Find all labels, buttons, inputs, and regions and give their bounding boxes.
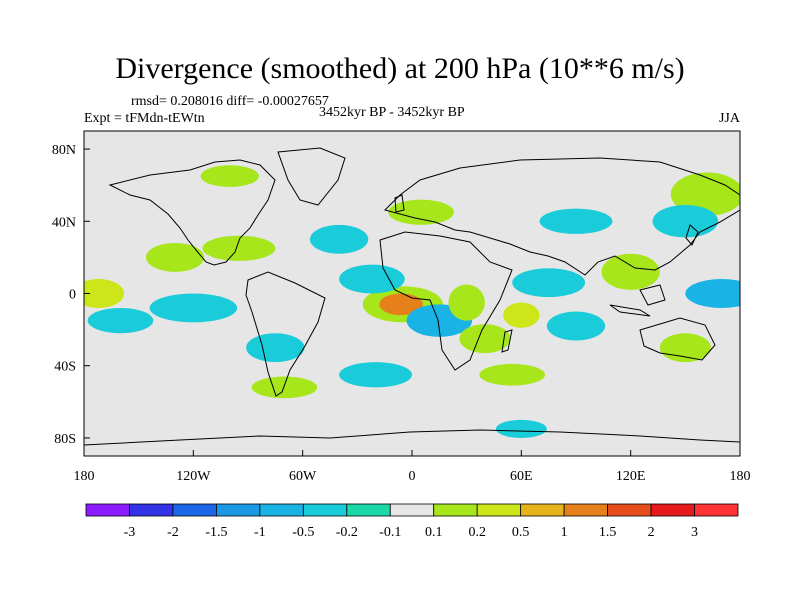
lat-label: 80S [54,432,76,447]
colorbar-swatch [433,503,478,517]
colorbar-label: -1 [254,525,266,540]
lon-label: 60E [510,469,533,484]
colorbar-label: 0.2 [468,525,486,540]
field-blob-7 [512,268,586,298]
colorbar-swatch [85,503,130,517]
field-blob-20 [251,376,318,399]
field-blob-1 [379,293,423,316]
colorbar-label: -1.5 [205,525,227,540]
field-blob-23 [388,199,454,225]
colorbar-swatch [563,503,609,517]
colorbar-label: 1 [561,525,568,540]
field-blob-16 [149,293,238,323]
coastlines [84,147,740,446]
lat-label: 0 [69,288,76,303]
experiment-label: Expt = tFMdn-tEWtn [84,111,205,126]
colorbar-swatch [520,503,565,517]
field-blob-21 [339,362,412,388]
field-blob-13 [84,279,125,308]
field-blob-10 [685,279,740,308]
colorbar-label: -0.2 [336,525,358,540]
page-title: Divergence (smoothed) at 200 hPa (10**6 … [115,52,685,85]
colorbar-swatch [607,503,652,517]
lon-label: 0 [409,469,416,484]
lon-label: 180 [74,469,95,484]
lon-label: 120W [176,469,211,484]
field-blob-24 [539,208,613,234]
field-blob-27 [659,333,711,363]
colorbar-label: 1.5 [599,525,617,540]
lon-label: 120E [616,469,646,484]
colorbar-swatch [215,503,261,517]
field-blob-22 [479,363,546,386]
colorbar-swatch [129,503,174,517]
colorbar-swatch [302,503,348,517]
colorbar-label: -0.5 [292,525,314,540]
colorbar-swatch [650,503,695,517]
axes: 80N 40N 0 40S 80S 180 120W 60W 0 60E 120E 180 [52,143,751,484]
field-blob-9 [601,253,660,290]
colorbar-swatch [172,503,217,517]
colorbar: -3 -2 -1.5 -1 -0.5 -0.2 -0.1 0.1 0.2 0.5 1 1.5 2 3 [85,503,739,540]
field-blob-2 [339,264,405,294]
field-blob-4 [448,284,485,321]
colorbar-swatch [389,503,435,517]
colorbar-label: 3 [691,525,698,540]
field-blob-25 [495,419,547,438]
colorbar-swatch [259,503,304,517]
lat-label: 80N [52,143,76,158]
field-blob-14 [87,307,154,334]
field-blob-18 [246,333,305,363]
field-blob-11 [670,172,740,216]
colorbar-swatch [476,503,522,517]
colorbar-swatch [346,503,391,517]
colorbar-label: -0.1 [379,525,401,540]
field-blob-6 [503,302,540,328]
colorbar-label: 0.5 [512,525,530,540]
field-blob-5 [459,324,511,354]
lat-label: 40N [52,215,76,230]
stats-line: rmsd= 0.208016 diff= -0.00027657 [131,94,329,109]
period-label: 3452kyr BP - 3452kyr BP [319,105,465,120]
season-label: JJA [718,111,740,126]
field-blob-8 [546,311,606,341]
divergence-field [84,165,740,438]
colorbar-label: -3 [124,525,136,540]
colorbar-label: 0.1 [425,525,443,540]
lon-label: 60W [289,469,317,484]
field-blob-15 [145,242,205,272]
field-blob-19 [309,224,369,254]
lat-label: 40S [54,360,76,375]
field-blob-17 [202,235,276,261]
colorbar-label: 2 [648,525,655,540]
colorbar-swatch [694,503,739,517]
field-blob-12 [652,205,719,238]
field-blob-26 [200,165,259,187]
lon-label: 180 [730,469,751,484]
colorbar-label: -2 [167,525,179,540]
